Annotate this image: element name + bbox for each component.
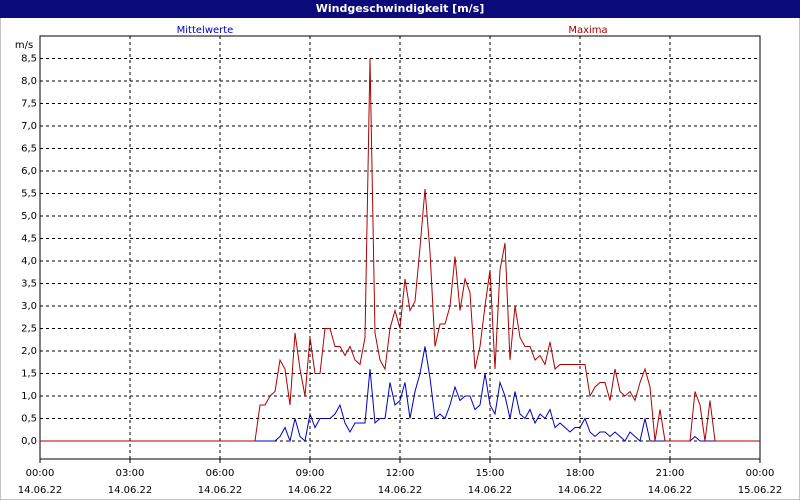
x-tick-label: 21:00 [656, 468, 685, 479]
x-tick-label: 15:00 [476, 468, 505, 479]
y-tick-label: 7,5 [21, 99, 37, 110]
x-tick-label: 03:00 [116, 468, 145, 479]
x-tick-label: 00:00 [746, 468, 775, 479]
y-tick-label: 8,5 [21, 54, 37, 65]
y-tick-label: 0,0 [21, 436, 37, 447]
x-tick-date: 14.06.22 [468, 485, 513, 496]
x-tick-date: 14.06.22 [288, 485, 333, 496]
y-tick-label: 5,0 [21, 211, 37, 222]
x-tick-label: 06:00 [206, 468, 235, 479]
legend-label: Mittelwerte [177, 25, 234, 36]
x-tick-label: 09:00 [296, 468, 325, 479]
x-tick-date: 14.06.22 [198, 485, 243, 496]
y-tick-label: 4,0 [21, 256, 37, 267]
x-tick-label: 18:00 [566, 468, 595, 479]
y-tick-label: 1,0 [21, 391, 37, 402]
y-tick-label: 3,5 [21, 279, 37, 290]
x-tick-label: 12:00 [386, 468, 415, 479]
y-tick-label: 6,0 [21, 166, 37, 177]
x-tick-date: 14.06.22 [648, 485, 693, 496]
x-tick-date: 15.06.22 [738, 485, 783, 496]
y-tick-label: 8,0 [21, 76, 37, 87]
y-tick-label: 0,5 [21, 414, 37, 425]
y-tick-label: 5,5 [21, 189, 37, 200]
x-tick-date: 14.06.22 [378, 485, 423, 496]
title-bar [0, 0, 800, 18]
y-tick-label: 2,5 [21, 324, 37, 335]
chart-title: Windgeschwindigkeit [m/s] [316, 2, 485, 15]
y-tick-label: 4,5 [21, 234, 37, 245]
y-tick-label: 1,5 [21, 369, 37, 380]
x-tick-label: 00:00 [26, 468, 55, 479]
plot: 0,0 0,5 1,0 1,5 2,0 2,5 3,0 3,5 4,0 4,5 5,0 5,5 6,0 6… [18, 25, 783, 496]
x-tick-date: 14.06.22 [18, 485, 63, 496]
series-line [40, 58, 760, 442]
x-tick-date: 14.06.22 [108, 485, 153, 496]
y-tick-label: 7,0 [21, 121, 37, 132]
y-tick-label: 6,5 [21, 144, 37, 155]
y-tick-label: 3,0 [21, 301, 37, 312]
y-tick-label: 2,0 [21, 346, 37, 357]
x-tick-date: 14.06.22 [558, 485, 603, 496]
series-line [40, 346, 760, 443]
y-axis-label: m/s [15, 40, 33, 51]
legend-label: Maxima [568, 25, 607, 36]
